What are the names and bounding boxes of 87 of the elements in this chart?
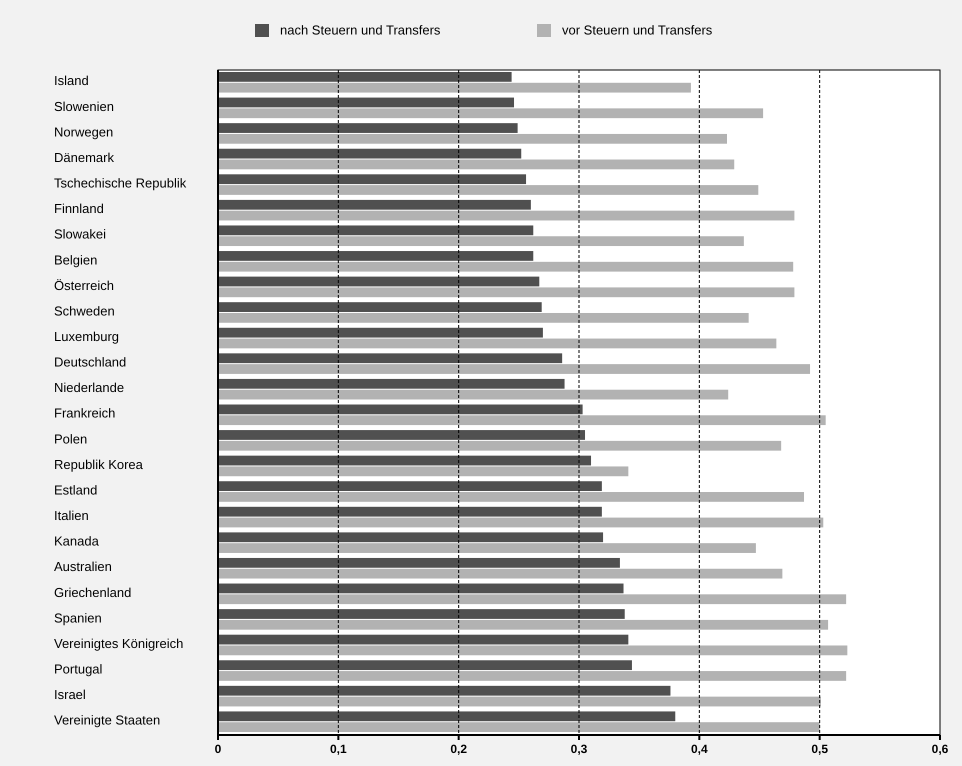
y-tick-label: Spanien — [54, 610, 102, 626]
bar — [218, 123, 518, 133]
bar — [218, 200, 531, 210]
bar — [218, 312, 749, 323]
bar — [218, 185, 758, 195]
y-tick-label: Vereinigte Staaten — [54, 712, 160, 728]
x-tick-label: 0,3 — [570, 742, 588, 756]
bar — [218, 134, 728, 144]
bar — [218, 328, 543, 338]
y-tick-label: Niederlande — [54, 380, 124, 396]
bar — [218, 558, 620, 568]
bar — [218, 492, 804, 502]
x-tick-label: 0,1 — [330, 742, 347, 756]
bar — [218, 174, 526, 184]
y-tick-label: Tschechische Republik — [54, 176, 187, 191]
y-tick-label: Schweden — [54, 303, 115, 318]
bar — [218, 262, 794, 272]
bar — [218, 634, 628, 644]
bar — [218, 287, 794, 298]
y-tick-label: Italien — [54, 508, 89, 524]
bar — [218, 72, 512, 82]
bar — [218, 378, 565, 389]
legend-label: vor Steuern und Transfers — [562, 22, 713, 38]
y-tick-label: Slowakei — [54, 226, 106, 242]
bar — [218, 225, 534, 236]
y-tick-label: Dänemark — [54, 150, 114, 165]
bar — [218, 481, 602, 492]
bar — [218, 364, 810, 374]
y-tick-label: Kanada — [54, 534, 100, 549]
bar — [218, 338, 776, 348]
bar — [218, 82, 691, 93]
bar — [218, 148, 522, 159]
bar — [218, 645, 848, 656]
y-tick-label: Belgien — [54, 252, 98, 268]
y-tick-label: Frankreich — [54, 406, 116, 421]
y-tick-label: Israel — [54, 687, 86, 702]
y-tick-label: Australien — [54, 559, 112, 574]
bar — [218, 518, 824, 528]
bar — [218, 251, 534, 261]
bar — [218, 390, 728, 400]
bar — [218, 584, 624, 594]
bar — [218, 594, 846, 604]
bar — [218, 722, 820, 732]
bar — [218, 415, 826, 426]
bar — [218, 466, 628, 476]
x-tick-label: 0,5 — [811, 742, 828, 756]
bar — [218, 302, 542, 312]
bar — [218, 671, 846, 681]
bar — [218, 609, 625, 619]
y-tick-label: Österreich — [54, 278, 114, 293]
bar — [218, 236, 744, 246]
x-tick-label: 0,4 — [690, 742, 708, 756]
bar — [218, 568, 782, 579]
bar — [218, 160, 734, 170]
bar — [218, 660, 632, 670]
bar — [218, 711, 676, 722]
bar — [218, 353, 562, 364]
bar — [218, 456, 592, 466]
y-tick-label: Slowenien — [54, 98, 114, 114]
bar — [218, 430, 586, 440]
x-tick-label: 0 — [214, 742, 222, 756]
bar — [218, 404, 583, 414]
y-tick-label: Deutschland — [54, 354, 126, 370]
bar — [218, 108, 764, 118]
y-tick-label: Portugal — [54, 661, 103, 676]
y-tick-label: Griechenland — [54, 584, 132, 600]
bar — [218, 686, 670, 696]
bar — [218, 440, 782, 451]
bar — [218, 98, 514, 108]
y-tick-label: Vereinigtes Königreich — [54, 636, 184, 651]
x-tick-label: 0,2 — [450, 742, 468, 756]
y-tick-label: Norwegen — [54, 124, 114, 140]
y-tick-label: Luxemburg — [54, 328, 120, 344]
y-tick-label: Republik Korea — [54, 456, 144, 472]
y-tick-label: Estland — [54, 482, 98, 498]
y-tick-label: Polen — [54, 431, 88, 446]
y-tick-label: Finnland — [54, 201, 104, 216]
x-tick-label: 0,6 — [932, 742, 949, 756]
legend-label: nach Steuern und Transfers — [280, 22, 441, 38]
y-tick-label: Island — [54, 73, 89, 88]
bar — [218, 532, 604, 542]
bar — [218, 696, 821, 706]
bar — [218, 276, 540, 286]
bar — [218, 210, 794, 220]
bar — [218, 543, 756, 553]
bar — [218, 506, 602, 517]
bar — [218, 620, 828, 630]
